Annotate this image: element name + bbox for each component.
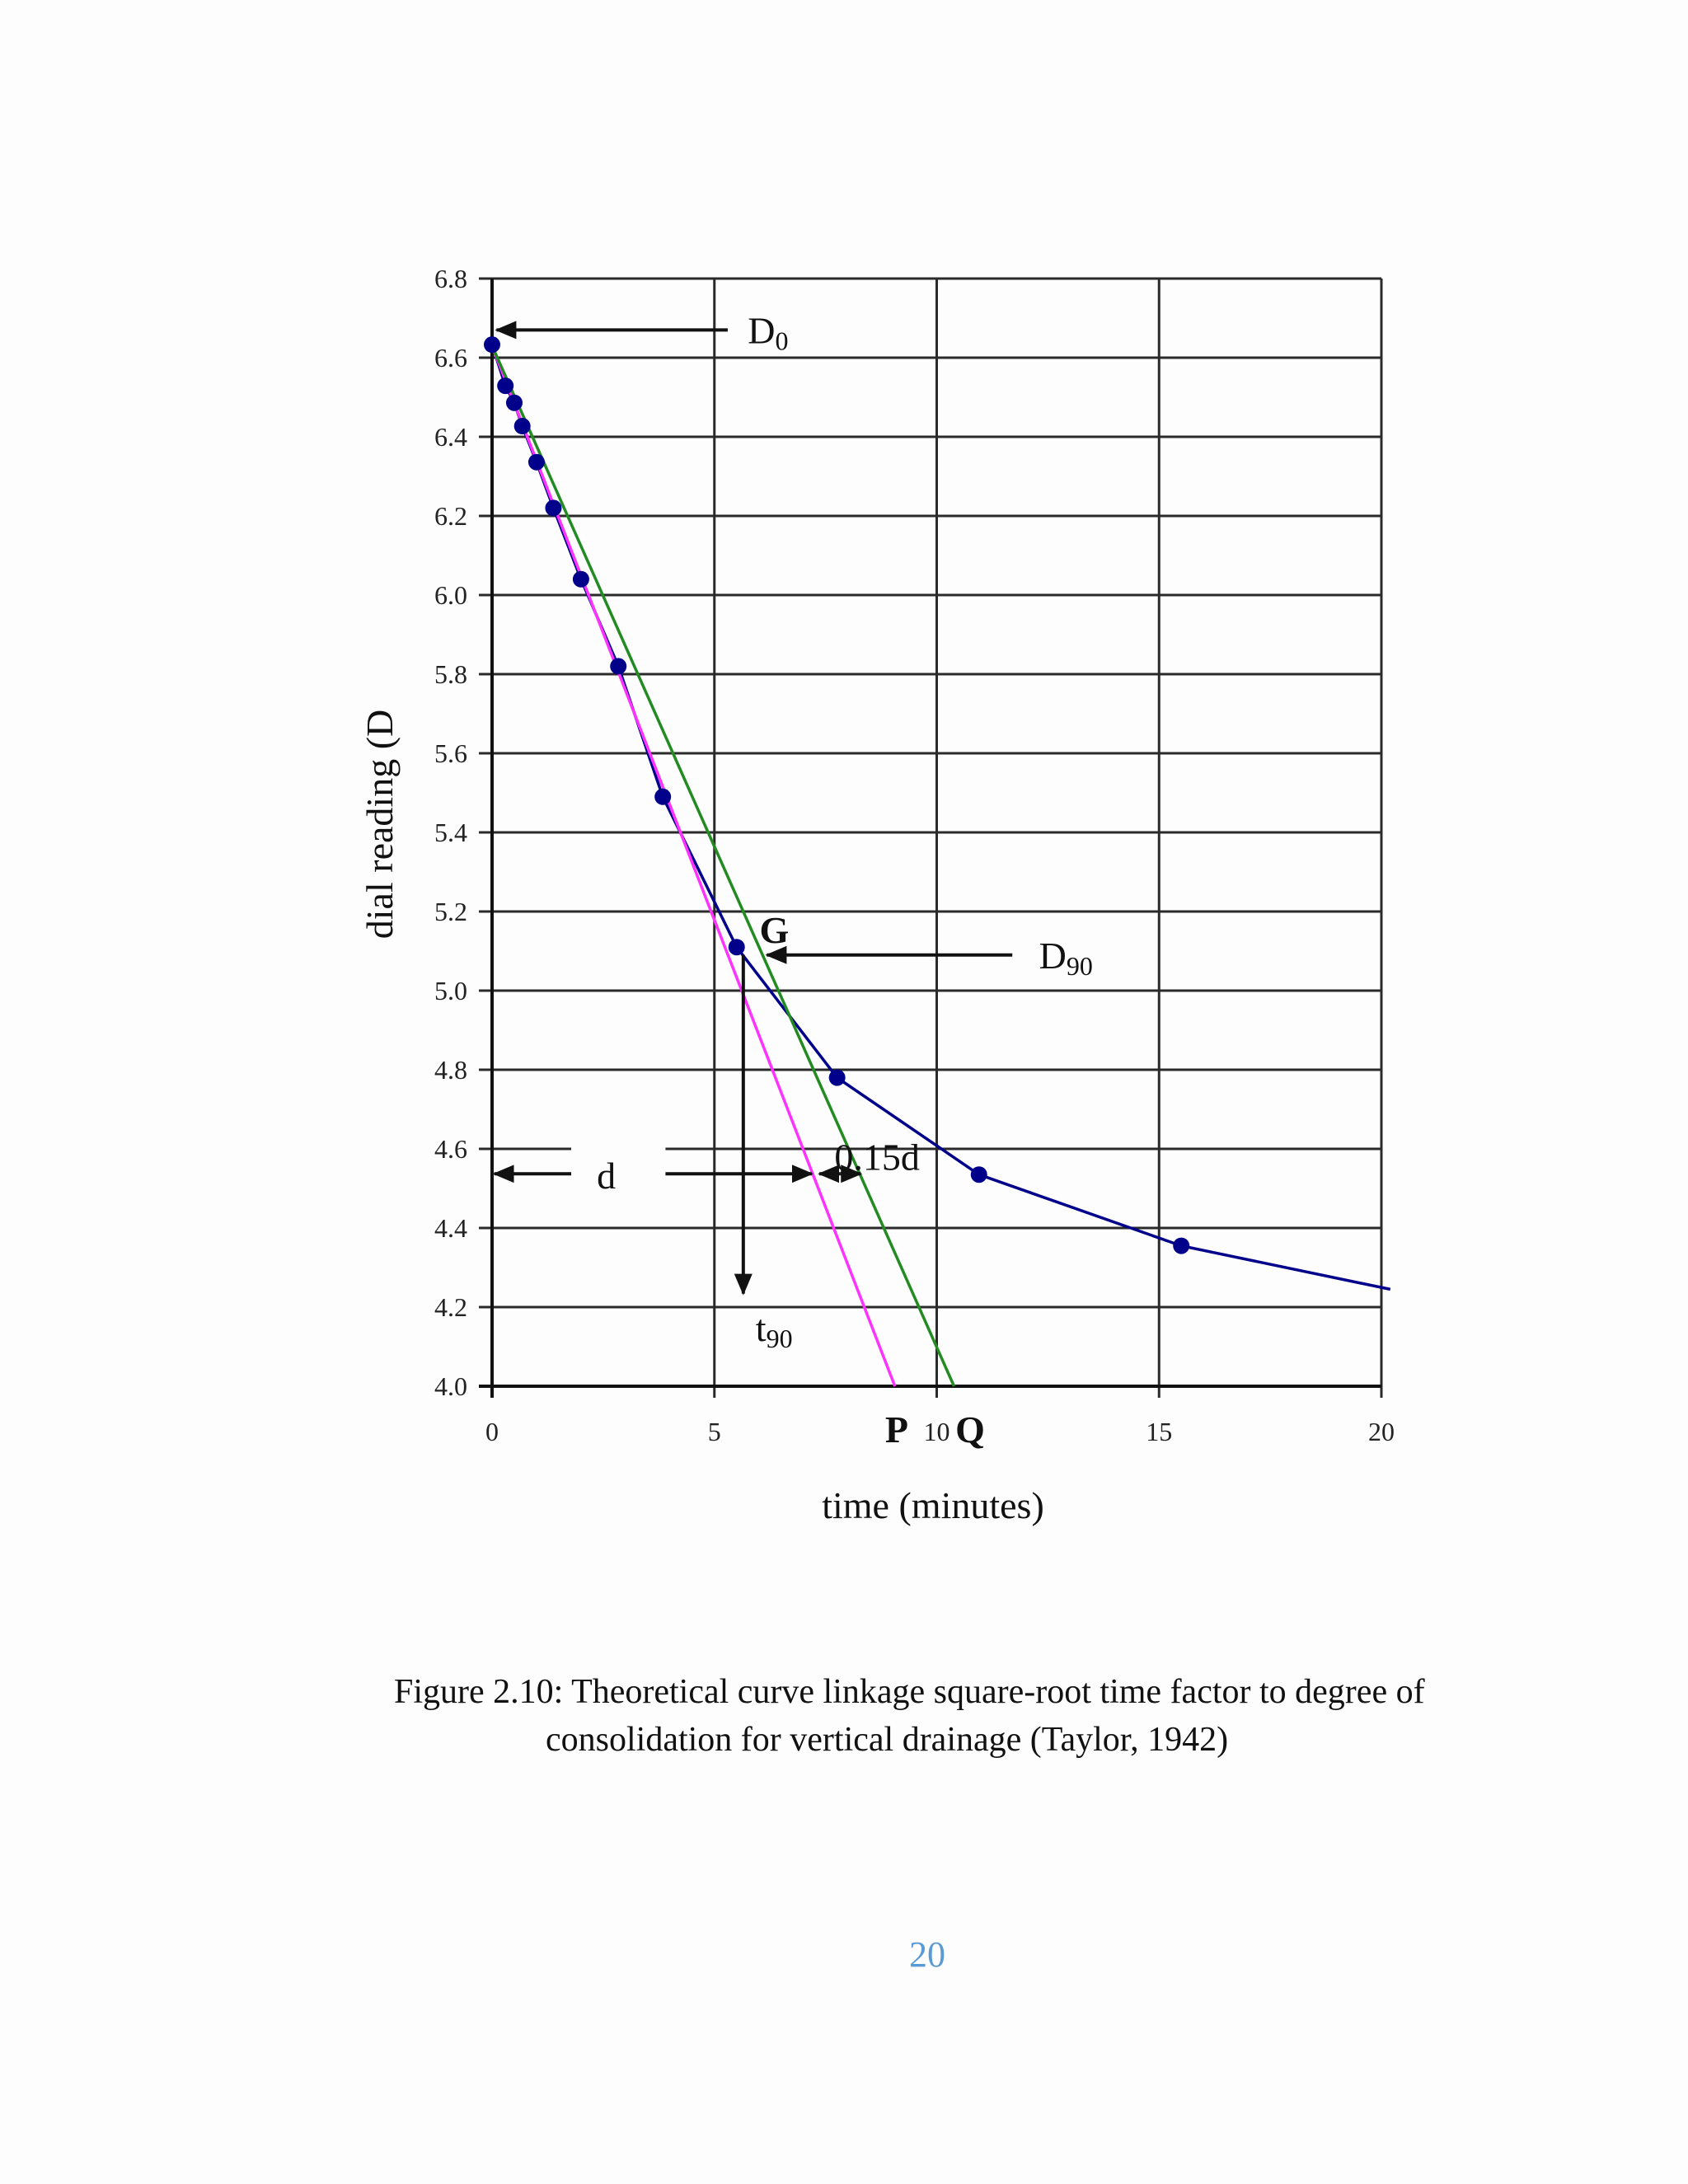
x-tick-label: 15 [1146, 1417, 1172, 1446]
t90-label: t90 [756, 1307, 793, 1353]
y-tick-label: 5.2 [434, 897, 467, 926]
data-point [505, 394, 523, 411]
data-point [513, 418, 531, 435]
y-tick-label: 4.2 [434, 1292, 467, 1322]
x-tick-label: 20 [1368, 1417, 1395, 1446]
axes: time (minutes) dial reading (D 4.0 4.2 4.4… [359, 264, 1395, 1526]
page-number: 20 [909, 1934, 945, 1975]
d0-label: D0 [748, 309, 788, 355]
y-tick-label: 4.8 [434, 1055, 467, 1085]
data-point [828, 1069, 846, 1086]
data-point [1173, 1237, 1190, 1254]
y-tick-label: 5.0 [434, 976, 467, 1005]
y-tick-label: 4.6 [434, 1134, 467, 1164]
y-tick-label: 6.6 [434, 343, 467, 373]
x-tick-label: 10 [924, 1417, 950, 1446]
point-p-label: P [885, 1408, 908, 1451]
data-point [654, 788, 672, 805]
series-line [490, 344, 897, 1387]
y-tick-label: 5.4 [434, 818, 467, 847]
data-point [970, 1166, 987, 1183]
figure-caption-line-2: consolidation for vertical drainage (Tay… [546, 1721, 1229, 1759]
point-q-label: Q [955, 1408, 985, 1451]
series-line [490, 344, 956, 1387]
chart: D0 G D90 d 0.15d t90 P Q time (minutes) dial re… [359, 264, 1395, 1526]
data-point [728, 939, 745, 956]
d90-label: D90 [1039, 935, 1093, 981]
y-tick-label: 6.2 [434, 501, 467, 531]
y-tick-label: 6.8 [434, 264, 467, 293]
y-tick-label: 5.8 [434, 659, 467, 689]
series [484, 336, 1391, 1387]
y-tick-label: 6.4 [434, 422, 467, 452]
y-tick-label: 6.0 [434, 580, 467, 610]
point-g-label: G [759, 909, 789, 951]
annotations: D0 G D90 d 0.15d t90 P Q [492, 309, 1093, 1451]
data-point [572, 570, 589, 588]
data-point [484, 336, 500, 354]
data-point [610, 658, 627, 675]
y-tick-label: 4.4 [434, 1213, 467, 1243]
data-point [528, 453, 545, 471]
y-axis-title: dial reading (D [359, 710, 401, 939]
data-point [497, 377, 514, 395]
data-point [545, 499, 562, 517]
x-axis-title: time (minutes) [822, 1484, 1044, 1526]
y-tick-label: 4.0 [434, 1371, 467, 1401]
x-tick-label: 0 [485, 1417, 499, 1446]
label-background [571, 1146, 666, 1152]
figure-caption-line-1: Figure 2.10: Theoretical curve linkage s… [394, 1673, 1425, 1711]
grid [479, 277, 1383, 1398]
y-tick-label: 5.6 [434, 738, 467, 768]
d-label: d [597, 1155, 616, 1197]
x-tick-label: 5 [708, 1417, 721, 1446]
point-15d-label: 0.15d [834, 1137, 920, 1179]
